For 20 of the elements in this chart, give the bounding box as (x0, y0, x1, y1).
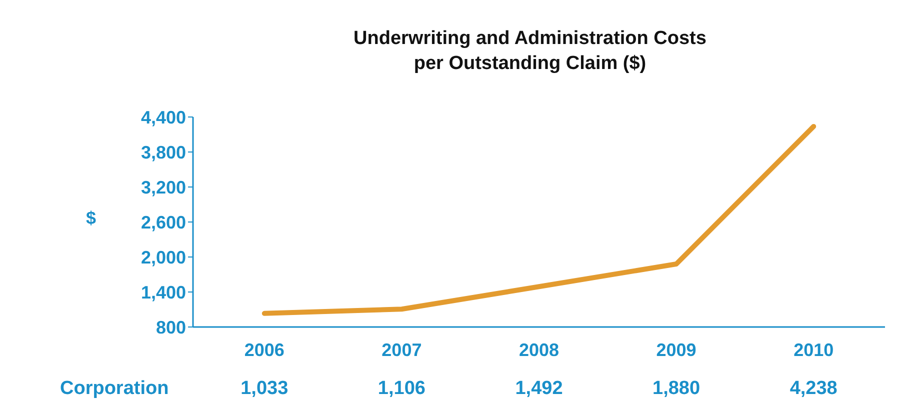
text: Corporation (60, 378, 169, 400)
x-tick-label: 2006 (244, 340, 284, 360)
y-tick-label: 2,600 (140, 212, 186, 232)
data-label: 1,106 (376, 378, 426, 400)
data-label: 4,238 (788, 378, 838, 400)
x-tick-label: 2009 (656, 340, 696, 360)
data-label: 1,880 (652, 378, 702, 400)
x-tick-label: 2007 (382, 340, 422, 360)
y-tick-label: 3,200 (140, 177, 186, 198)
y-axis-title: $ (86, 208, 96, 229)
chart-title: Underwriting and Administration Costs per Outstanding Claim ($) (352, 27, 708, 76)
y-tick-label: 800 (156, 317, 186, 338)
y-tick-label: 3,800 (140, 142, 186, 162)
x-tick-label: 2008 (518, 340, 560, 360)
y-tick-label: 2,000 (140, 247, 186, 268)
data-label: 1,033 (240, 378, 290, 400)
y-tick-label: 4,400 (140, 107, 186, 128)
x-tick-label: 2010 (794, 340, 834, 360)
y-tick-label: 1,400 (140, 282, 186, 302)
data-label: 1,492 (514, 378, 564, 400)
